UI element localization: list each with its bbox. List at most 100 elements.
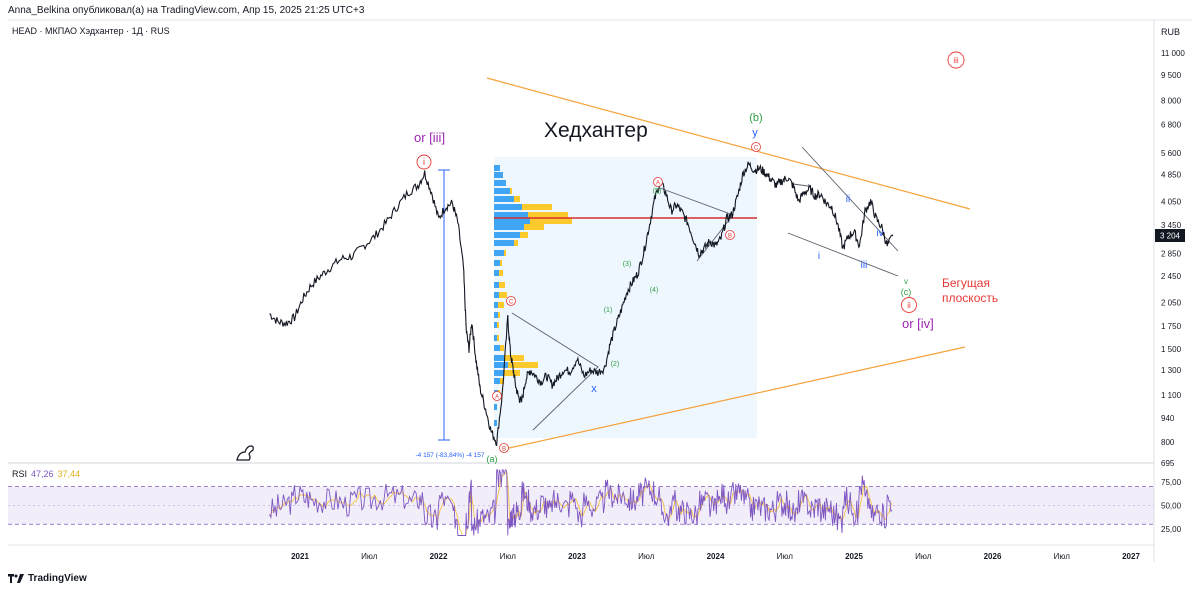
time-tick-label: 2025 bbox=[845, 552, 863, 561]
volume-bar-up bbox=[494, 335, 497, 341]
wave-B-text-2: B bbox=[728, 234, 732, 240]
volume-bar-down bbox=[500, 378, 504, 384]
time-tick-label: 2026 bbox=[984, 552, 1002, 561]
volume-bar-up bbox=[494, 302, 498, 308]
volume-bar-up bbox=[494, 172, 503, 178]
volume-bar-down bbox=[514, 240, 518, 246]
time-tick-label: Июл bbox=[500, 552, 517, 561]
wave-A-text-1: A bbox=[495, 395, 499, 401]
symbol-title: HEAD · МКПАО Хэдхантер · 1Д · RUS bbox=[12, 26, 170, 36]
volume-profile bbox=[494, 165, 572, 426]
volume-bar-up bbox=[494, 370, 504, 376]
measure-label: -4 157 (-83,84%) -4 157 bbox=[415, 452, 484, 459]
wave-A-circle-1: A bbox=[492, 391, 502, 401]
wave-3-label: (3) bbox=[623, 261, 632, 268]
volume-bar-down bbox=[500, 260, 502, 266]
volume-bar-down bbox=[498, 312, 500, 318]
volume-bar-down bbox=[497, 335, 499, 341]
rsi-legend: RSI 47,26 37,44 bbox=[12, 469, 80, 479]
volume-bar-up bbox=[494, 196, 514, 202]
volume-bar-up bbox=[494, 224, 524, 230]
wave-i-circle: i bbox=[416, 154, 432, 170]
wave-i-text: i bbox=[423, 157, 425, 167]
wave-iii-circle: iii bbox=[947, 51, 965, 69]
volume-bar-up bbox=[494, 240, 514, 246]
wave-ii-circle: ii bbox=[901, 297, 917, 313]
wave-4-label: (4) bbox=[650, 287, 659, 294]
volume-bar-up bbox=[494, 355, 504, 361]
volume-bar-up bbox=[494, 188, 510, 194]
rsi-value: 47,26 bbox=[31, 469, 54, 479]
tradingview-logo[interactable]: TradingView bbox=[8, 573, 87, 584]
rsi-axis: 75,00 50,00 25,00 bbox=[1161, 478, 1182, 534]
wave-C-text-1: C bbox=[509, 300, 514, 306]
triangle-lower-line bbox=[499, 346, 966, 451]
wave-B-circle-1: B bbox=[499, 443, 509, 453]
price-series bbox=[269, 161, 894, 447]
time-tick-label: 2021 bbox=[291, 552, 309, 561]
time-tick-label: 2024 bbox=[707, 552, 725, 561]
dino-icon[interactable] bbox=[236, 445, 254, 461]
sub-v-label: v bbox=[904, 277, 908, 286]
runner-line2: плоскость bbox=[942, 291, 998, 305]
tv-logo-icon bbox=[8, 574, 24, 583]
rsi-series bbox=[269, 468, 893, 536]
wave-b-label: (b) bbox=[749, 112, 762, 124]
rsi-tick-label: 75,00 bbox=[1161, 478, 1182, 487]
chart-title: Хедхантер bbox=[544, 119, 648, 142]
price-tick-label: 695 bbox=[1161, 459, 1175, 468]
volume-bar-down bbox=[498, 302, 504, 308]
volume-bar-up bbox=[494, 250, 504, 256]
volume-bar-down bbox=[504, 355, 524, 361]
brand-name: TradingView bbox=[28, 573, 87, 584]
wave-5-label: (5) bbox=[653, 188, 662, 195]
volume-bar-down bbox=[508, 362, 538, 368]
volume-bar-down bbox=[499, 282, 505, 288]
channel-lower bbox=[787, 232, 899, 277]
or-iv-label: or [iv] bbox=[902, 316, 934, 331]
sub-i-label: i bbox=[818, 251, 820, 262]
time-tick-label: Июл bbox=[1054, 552, 1071, 561]
runner-line1: Бегущая bbox=[942, 276, 990, 290]
price-tick-label: 8 000 bbox=[1161, 96, 1182, 105]
volume-bar-down bbox=[504, 370, 520, 376]
volume-bar-up bbox=[494, 322, 497, 328]
wave-2-label: (2) bbox=[611, 361, 620, 368]
wave-C-circle-1: C bbox=[506, 296, 516, 306]
volume-bar-down bbox=[528, 212, 568, 218]
wave-C-text-2: C bbox=[754, 146, 759, 152]
time-tick-label: 2027 bbox=[1122, 552, 1140, 561]
volume-bar-up bbox=[494, 260, 500, 266]
volume-bar-up bbox=[494, 404, 497, 410]
volume-bar-down bbox=[504, 250, 506, 256]
volume-bar-up bbox=[494, 212, 528, 218]
wave-C-circle-2: C bbox=[751, 142, 761, 152]
wave-x-label: x bbox=[591, 383, 597, 395]
sub-iv-label: iv bbox=[876, 228, 883, 239]
price-tick-label: 1 300 bbox=[1161, 366, 1182, 375]
wave-c-label: (c) bbox=[901, 287, 912, 297]
published-header: Anna_Belkina опубликовал(а) на TradingVi… bbox=[8, 5, 365, 16]
wave-1-label: (1) bbox=[604, 307, 613, 314]
rsi-tick-label: 25,00 bbox=[1161, 525, 1182, 534]
volume-bar-up bbox=[494, 282, 499, 288]
volume-bar-down bbox=[530, 218, 572, 224]
volume-bar-down bbox=[522, 204, 552, 210]
volume-bar-up bbox=[494, 232, 520, 238]
wave-iii-text: iii bbox=[953, 56, 959, 65]
volume-bar-down bbox=[497, 322, 499, 328]
sub-iii-label: iii bbox=[861, 260, 868, 271]
last-price-badge bbox=[1155, 229, 1185, 242]
volume-bar-down bbox=[524, 224, 544, 230]
price-tick-label: 2 450 bbox=[1161, 272, 1182, 281]
volume-bar-down bbox=[510, 188, 512, 194]
price-tick-label: 940 bbox=[1161, 414, 1175, 423]
wave-ii-text: ii bbox=[907, 301, 911, 310]
flat-line bbox=[792, 183, 809, 187]
price-tick-label: 1 750 bbox=[1161, 322, 1182, 331]
triangle-x bbox=[511, 312, 599, 431]
price-tick-label: 2 050 bbox=[1161, 298, 1182, 307]
price-axis: 11 000 9 500 8 000 6 800 5 600 4 850 4 050 3 45… bbox=[1161, 49, 1185, 468]
volume-bar-down bbox=[499, 292, 507, 298]
